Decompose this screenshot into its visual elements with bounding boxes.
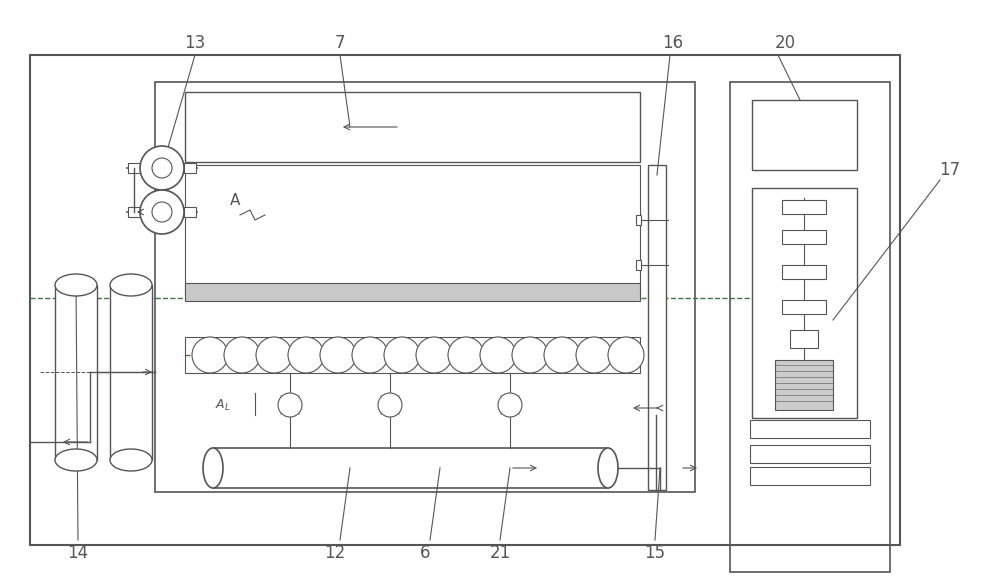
Circle shape — [498, 393, 522, 417]
Text: 17: 17 — [939, 161, 961, 179]
Bar — [752, 100, 857, 170]
Bar — [782, 300, 826, 314]
Circle shape — [352, 337, 388, 373]
Text: A: A — [230, 192, 240, 207]
Text: 12: 12 — [324, 544, 346, 562]
Bar — [185, 165, 640, 295]
Bar — [185, 283, 640, 301]
Circle shape — [576, 337, 612, 373]
Circle shape — [224, 337, 260, 373]
Ellipse shape — [203, 448, 223, 488]
Circle shape — [544, 337, 580, 373]
Circle shape — [278, 393, 302, 417]
Bar — [184, 163, 196, 173]
Bar — [110, 285, 152, 460]
Bar — [750, 445, 870, 463]
Text: 13: 13 — [184, 34, 206, 52]
Circle shape — [320, 337, 356, 373]
Bar — [636, 215, 641, 225]
Bar — [128, 163, 140, 173]
Circle shape — [140, 146, 184, 190]
Bar — [55, 285, 97, 460]
Bar — [155, 82, 695, 492]
Ellipse shape — [598, 448, 618, 488]
Circle shape — [192, 337, 228, 373]
Circle shape — [378, 393, 402, 417]
Circle shape — [480, 337, 516, 373]
Bar — [30, 55, 900, 545]
Bar — [730, 82, 890, 572]
Text: 6: 6 — [420, 544, 430, 562]
Bar — [213, 448, 608, 488]
Bar — [775, 360, 833, 410]
Ellipse shape — [110, 449, 152, 471]
Bar — [648, 165, 666, 490]
Bar — [184, 207, 196, 217]
Text: 7: 7 — [335, 34, 345, 52]
Circle shape — [152, 202, 172, 222]
Bar — [782, 265, 826, 279]
Circle shape — [608, 337, 644, 373]
Circle shape — [416, 337, 452, 373]
Bar — [185, 92, 640, 162]
Ellipse shape — [55, 274, 97, 296]
Ellipse shape — [55, 449, 97, 471]
Bar — [128, 207, 140, 217]
Circle shape — [384, 337, 420, 373]
Text: 16: 16 — [662, 34, 684, 52]
Circle shape — [152, 158, 172, 178]
Circle shape — [140, 190, 184, 234]
Ellipse shape — [110, 274, 152, 296]
Circle shape — [448, 337, 484, 373]
Circle shape — [288, 337, 324, 373]
Text: 20: 20 — [774, 34, 796, 52]
Bar — [185, 337, 640, 373]
Text: 15: 15 — [644, 544, 666, 562]
Text: $A_L$: $A_L$ — [215, 397, 231, 413]
Bar — [782, 230, 826, 244]
Bar — [752, 188, 857, 418]
Bar — [790, 330, 818, 348]
Bar — [782, 200, 826, 214]
Bar — [636, 260, 641, 270]
Text: 21: 21 — [489, 544, 511, 562]
Circle shape — [256, 337, 292, 373]
Circle shape — [512, 337, 548, 373]
Bar — [750, 467, 870, 485]
Text: 14: 14 — [67, 544, 89, 562]
Bar — [750, 420, 870, 438]
